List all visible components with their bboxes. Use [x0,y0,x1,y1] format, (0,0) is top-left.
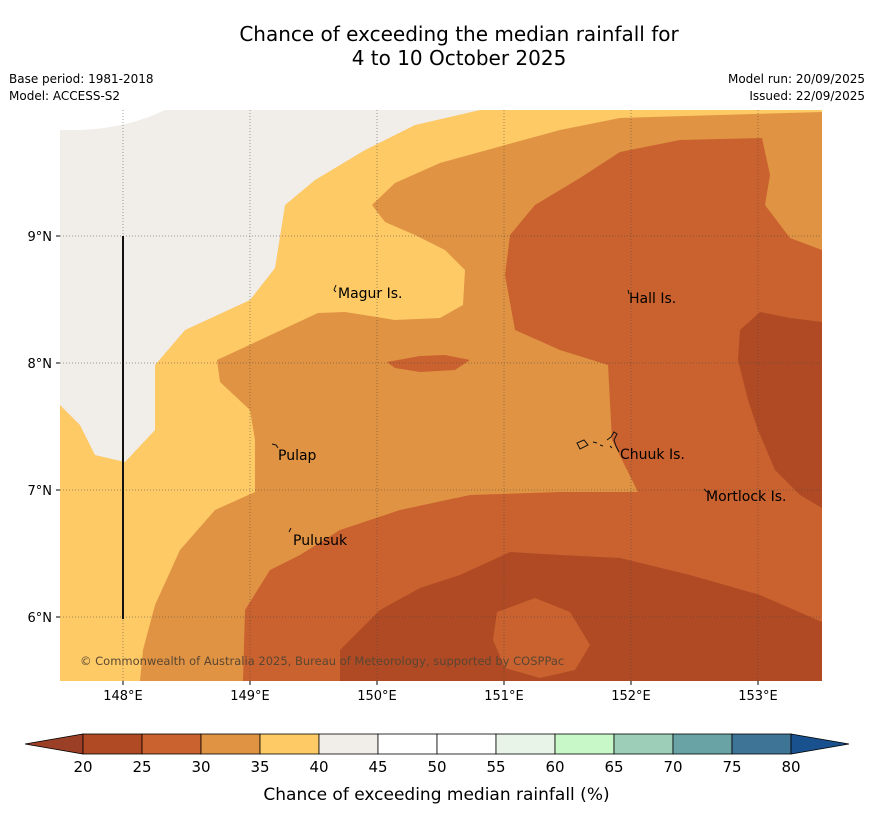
model-text: Model: ACCESS-S2 [9,89,121,103]
colorbar-tick-label: 80 [781,758,800,776]
copyright-text: © Commonwealth of Australia 2025, Bureau… [80,654,564,668]
colorbar-tick-label: 25 [132,758,151,776]
colorbar-segment [377,733,438,755]
pulap-island-shape [271,443,279,449]
lon-label-153e: 153°E [738,689,778,704]
meta-right: Model run: 20/09/2025 Issued: 22/09/2025 [728,71,865,105]
colorbar-segment [318,733,379,755]
colorbar-segment [259,733,320,755]
colorbar-tick-label: 30 [191,758,210,776]
colorbar-tick-label: 50 [427,758,446,776]
colorbar-tick-label: 40 [309,758,328,776]
colorbar-tick-label: 75 [722,758,741,776]
pulusuk-island-shape [288,527,292,533]
lat-label-9n: 9°N [28,230,53,245]
lon-label-148e: 148°E [103,689,143,704]
colorbar-segment [495,733,556,755]
title-line-2: 4 to 10 October 2025 [351,46,567,70]
colorbar-tick-label: 20 [73,758,92,776]
colorbar-over-arrow [790,733,850,755]
contour-20-25-east [738,312,822,508]
place-label-magur: Magur Is. [338,286,403,302]
hall-island-shape [627,289,630,295]
colorbar-tick-label: 65 [604,758,623,776]
island-outlines [271,284,708,533]
colorbar-tick-label: 35 [250,758,269,776]
map-title: Chance of exceeding the median rainfall … [0,22,873,70]
lat-label-8n: 8°N [28,357,53,372]
map-plot-area: Magur Is. Hall Is. Pulap Chuuk Is. Mortl… [60,110,822,681]
colorbar-segment [613,733,674,755]
lon-label-150e: 150°E [357,689,397,704]
place-label-pulap: Pulap [278,448,317,464]
lon-label-151e: 151°E [484,689,524,704]
contour-25-30-inner [387,355,470,372]
lat-label-7n: 7°N [28,484,53,499]
model-run-text: Model run: 20/09/2025 [727,72,865,86]
colorbar-segment [436,733,497,755]
place-label-hall: Hall Is. [629,291,676,307]
meta-left: Base period: 1981-2018 Model: ACCESS-S2 [9,71,154,105]
place-label-chuuk: Chuuk Is. [620,447,685,463]
lat-label-6n: 6°N [28,611,53,626]
title-line-1: Chance of exceeding the median rainfall … [239,22,679,46]
colorbar-segment [200,733,261,755]
contour-40-45 [60,110,480,462]
place-label-pulusuk: Pulusuk [293,533,348,549]
base-period-text: Base period: 1981-2018 [9,72,154,86]
colorbar-segment [82,733,143,755]
colorbar-label: Chance of exceeding median rainfall (%) [263,785,610,805]
lon-label-149e: 149°E [230,689,270,704]
chuuk-lagoon-shape [576,431,620,453]
colorbar-under-arrow [24,733,84,755]
contour-20-25-south [340,552,822,681]
axis-ticks [56,235,759,685]
colorbar-segment [731,733,792,755]
place-label-mortlock: Mortlock Is. [706,489,786,505]
contour-35-40 [60,110,822,681]
contour-25-30 [243,112,822,681]
lon-label-152e: 152°E [611,689,651,704]
colorbar-tick-label: 70 [663,758,682,776]
colorbar-tick-label: 45 [368,758,387,776]
colorbar-segment [554,733,615,755]
colorbar-segment [672,733,733,755]
contour-25-30-island [493,598,590,678]
mortlock-island-shape [703,488,708,493]
magur-island-shape [333,284,337,293]
colorbar: 20 25 30 35 40 45 50 55 60 65 70 75 80 [24,733,850,776]
issued-text: Issued: 22/09/2025 [749,89,865,103]
colorbar-tick-label: 55 [486,758,505,776]
colorbar-segment [141,733,202,755]
colorbar-tick-label: 60 [545,758,564,776]
